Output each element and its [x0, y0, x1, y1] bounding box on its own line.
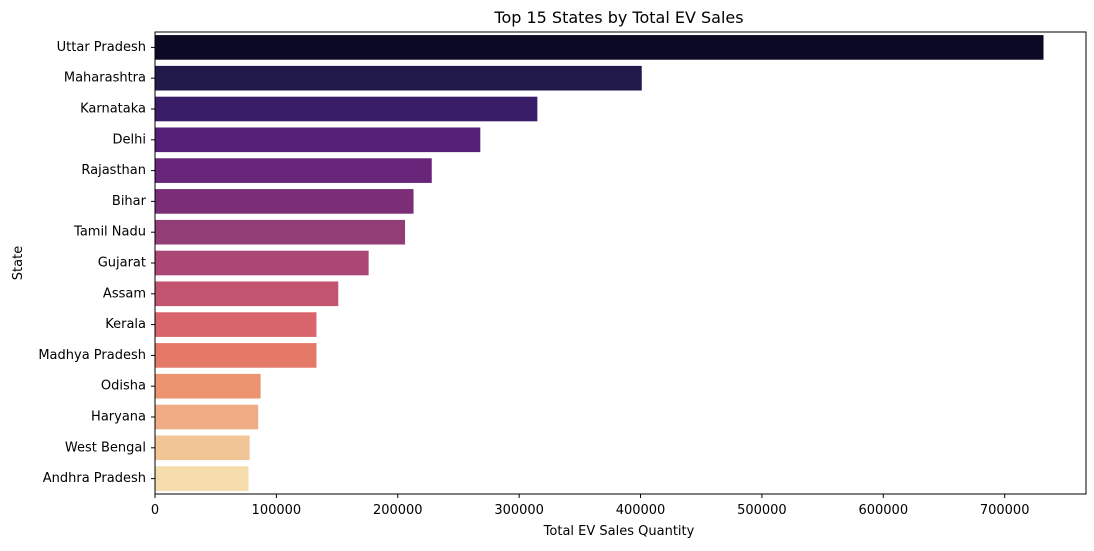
bar-odisha: [155, 373, 261, 399]
y-tick-label: Tamil Nadu: [73, 225, 146, 240]
x-axis-label: Total EV Sales Quantity: [543, 524, 695, 539]
bar-andhra-pradesh: [155, 466, 249, 491]
y-tick-label: Haryana: [91, 410, 146, 425]
x-tick-label: 500000: [737, 503, 787, 518]
bar-haryana: [155, 404, 259, 430]
bar-west-bengal: [155, 435, 250, 461]
y-tick-label: Karnataka: [80, 102, 146, 117]
bars-group: [155, 35, 1044, 491]
bar-bihar: [155, 189, 414, 214]
x-tick-label: 300000: [494, 503, 544, 518]
bar-madhya-pradesh: [155, 343, 317, 368]
bar-rajasthan: [155, 158, 432, 183]
x-tick-label: 400000: [616, 503, 666, 518]
bar-delhi: [155, 127, 481, 153]
y-tick-label: Kerala: [105, 317, 146, 332]
y-tick-label: Assam: [103, 286, 146, 301]
x-tick-label: 100000: [252, 503, 302, 518]
y-axis-label: State: [11, 246, 26, 280]
bar-kerala: [155, 312, 317, 337]
x-tick-label: 600000: [858, 503, 908, 518]
x-tick-label: 700000: [980, 503, 1030, 518]
y-tick-label: West Bengal: [65, 440, 146, 455]
y-tick-label: Rajasthan: [81, 163, 146, 178]
y-tick-label: Uttar Pradesh: [57, 40, 146, 55]
bar-karnataka: [155, 96, 538, 122]
bar-maharashtra: [155, 65, 642, 91]
y-tick-label: Bihar: [112, 194, 147, 209]
y-tick-label: Delhi: [113, 132, 146, 147]
bar-uttar-pradesh: [155, 35, 1044, 60]
chart-title: Top 15 States by Total EV Sales: [493, 8, 743, 27]
bar-tamil-nadu: [155, 219, 406, 245]
y-tick-label: Madhya Pradesh: [38, 348, 146, 363]
y-tick-label: Maharashtra: [64, 71, 146, 86]
y-tick-group: Uttar Pradesh Maharashtra Karnataka Delhi Ra…: [38, 40, 155, 486]
plot-frame: [154, 31, 1087, 495]
bar-gujarat: [155, 250, 369, 276]
y-tick-label: Gujarat: [98, 256, 146, 271]
x-tick-label: 0: [151, 503, 159, 518]
x-tick-label: 200000: [373, 503, 423, 518]
x-tick-group: 0 100000 200000 300000 400000 500000 600000 700…: [151, 494, 1030, 518]
y-tick-label: Odisha: [101, 379, 146, 394]
y-tick-label: Andhra Pradesh: [43, 471, 146, 486]
bar-assam: [155, 281, 339, 307]
